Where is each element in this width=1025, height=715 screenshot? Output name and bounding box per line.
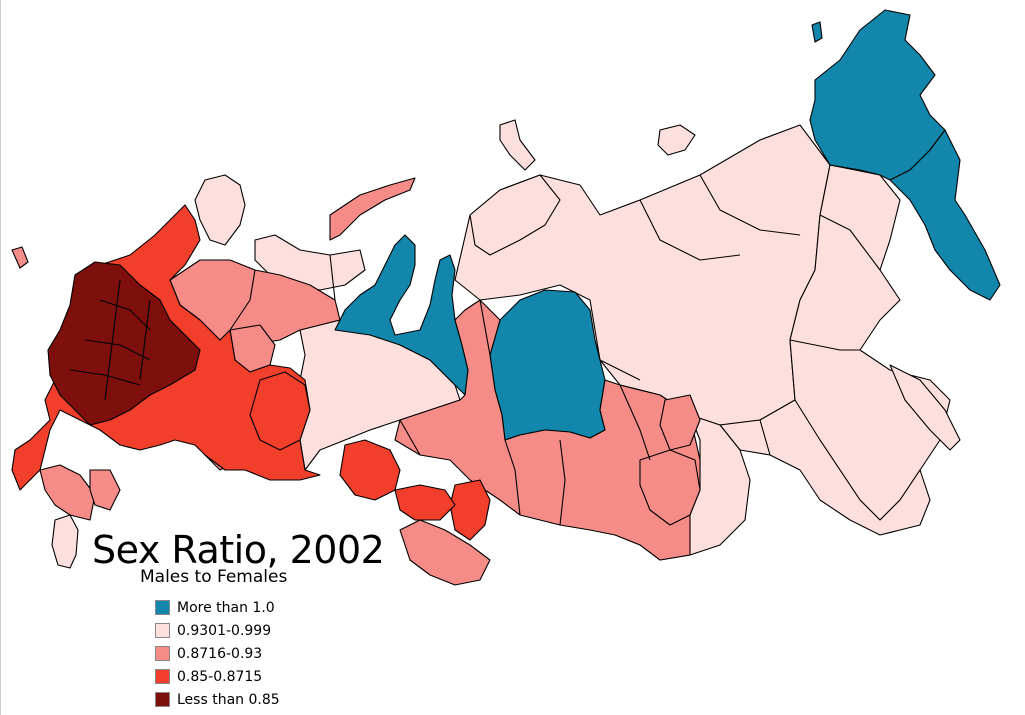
- region-chukotka-small: [657, 124, 696, 156]
- region-south-red-a: [339, 439, 401, 501]
- region-novaya-zemlya-south: [329, 177, 416, 241]
- region-sakhalin: [889, 364, 961, 451]
- region-siberia-east-b: [659, 394, 701, 451]
- region-arkhangelsk-islands: [469, 174, 561, 256]
- region-south-tip: [51, 514, 79, 569]
- region-kamchatka: [889, 129, 1001, 301]
- region-caucasus-b: [89, 469, 121, 511]
- legend-swatch: [155, 669, 170, 684]
- frame-edge: [0, 0, 1, 715]
- region-evenkia: [489, 289, 606, 441]
- legend-swatch: [155, 623, 170, 638]
- legend-label: More than 1.0: [177, 599, 275, 616]
- legend-label: Less than 0.85: [177, 691, 280, 708]
- region-novaya-zemlya: [499, 119, 536, 171]
- legend-label: 0.85-0.8715: [177, 668, 263, 685]
- region-chukotka-island: [811, 21, 823, 43]
- legend-item: 0.9301-0.999: [155, 619, 280, 642]
- map-title: Sex Ratio, 2002: [92, 528, 385, 572]
- region-south-red-b: [449, 479, 491, 541]
- legend-label: 0.8716-0.93: [177, 645, 263, 662]
- region-south-red-c: [394, 484, 456, 521]
- region-ural-red: [249, 371, 311, 451]
- region-siberia-east-a: [639, 449, 701, 526]
- legend-item: 0.85-0.8715: [155, 665, 280, 688]
- legend-item: Less than 0.85: [155, 688, 280, 711]
- region-central-russia: [47, 261, 201, 426]
- legend-swatch: [155, 692, 170, 707]
- region-amur: [719, 399, 931, 536]
- legend-label: 0.9301-0.999: [177, 622, 272, 639]
- legend-swatch: [155, 646, 170, 661]
- region-caucasus-a: [39, 464, 96, 521]
- region-karelia-north: [194, 174, 246, 246]
- legend-item: 0.8716-0.93: [155, 642, 280, 665]
- legend-swatch: [155, 600, 170, 615]
- legend-item: More than 1.0: [155, 596, 280, 619]
- region-kaliningrad: [11, 246, 29, 269]
- region-altai-south: [399, 519, 491, 586]
- region-yamal: [334, 234, 469, 396]
- map-subtitle: Males to Females: [140, 567, 288, 587]
- border-lines: [69, 174, 881, 526]
- legend: More than 1.0 0.9301-0.999 0.8716-0.93 0…: [155, 596, 280, 711]
